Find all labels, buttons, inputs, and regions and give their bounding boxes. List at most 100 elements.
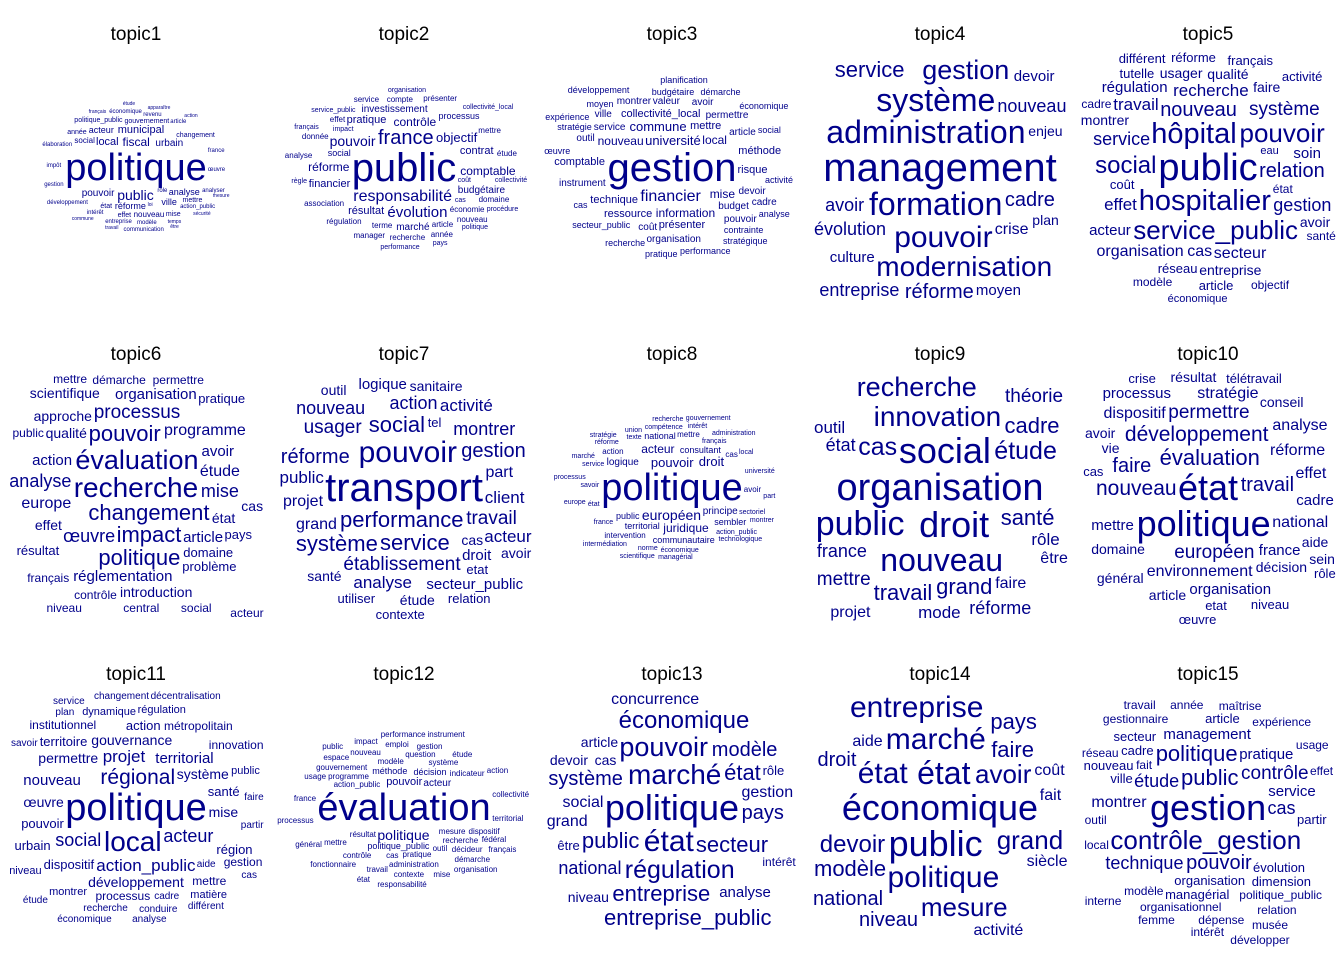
cloud-word: pratique bbox=[402, 850, 432, 860]
cloud-word: service bbox=[353, 94, 380, 104]
cloud-word: organisation bbox=[1189, 581, 1272, 599]
cloud-word: résultat bbox=[1170, 369, 1217, 386]
cloud-word: musée bbox=[1252, 917, 1289, 932]
cloud-word: nouveau bbox=[880, 542, 1004, 578]
cloud-word: question bbox=[405, 749, 436, 759]
cloud-word: national bbox=[813, 887, 884, 910]
cloud-word: cas bbox=[1267, 798, 1296, 819]
cloud-word: cas bbox=[1187, 242, 1213, 260]
cloud-word: service_public bbox=[1133, 215, 1299, 246]
cloud-word: faire bbox=[991, 737, 1034, 763]
cloud-word: grand bbox=[296, 515, 337, 533]
cloud-word: gestion bbox=[607, 146, 737, 190]
word-cloud: évaluation politique pouvoir acteur méthode p… bbox=[270, 640, 538, 960]
topic-panel: transport pouvoir performance service social… bbox=[270, 320, 538, 640]
cloud-word: mesure bbox=[212, 192, 230, 199]
cloud-word: pays bbox=[224, 526, 252, 542]
cloud-word: hôpital bbox=[1151, 117, 1237, 150]
cloud-word: mettre bbox=[677, 429, 700, 439]
cloud-word: pouvoir bbox=[619, 731, 708, 762]
cloud-word: région bbox=[216, 842, 253, 857]
cloud-word: décision bbox=[413, 766, 447, 777]
cloud-word: mettre bbox=[182, 197, 203, 204]
cloud-word: mettre bbox=[324, 837, 347, 847]
cloud-word: organisation bbox=[115, 385, 197, 403]
cloud-word: programme bbox=[328, 771, 369, 781]
cloud-word: technologique bbox=[718, 536, 763, 543]
cloud-word: introduction bbox=[120, 584, 193, 601]
cloud-word: service bbox=[593, 121, 626, 133]
cloud-word: processus bbox=[93, 401, 181, 423]
cloud-word: cadre bbox=[1121, 742, 1154, 758]
cloud-word: acteur bbox=[641, 442, 675, 457]
cloud-word: changement bbox=[88, 500, 210, 526]
cloud-word: interne bbox=[1084, 894, 1122, 909]
topic-panel: politique local régional acteur social projet… bbox=[2, 640, 270, 960]
cloud-word: réseau bbox=[1081, 745, 1119, 760]
word-cloud: politique européen pouvoir droit acteur jurid… bbox=[538, 320, 806, 640]
cloud-word: nouveau bbox=[1160, 98, 1237, 121]
cloud-word: œuvre bbox=[23, 794, 64, 810]
cloud-word: principe bbox=[702, 506, 738, 518]
cloud-word: permettre bbox=[152, 373, 204, 388]
cloud-word: nouveau bbox=[1096, 476, 1177, 500]
cloud-word: état bbox=[211, 510, 236, 527]
cloud-word: france bbox=[816, 540, 867, 561]
cloud-word: marché bbox=[628, 759, 722, 791]
cloud-word: problème bbox=[182, 559, 237, 575]
cloud-word: stratégique bbox=[723, 235, 768, 246]
cloud-word: évolution bbox=[1253, 859, 1306, 875]
cloud-word: étude bbox=[1134, 770, 1180, 791]
cloud-word: local bbox=[739, 449, 754, 456]
cloud-word: contexte bbox=[375, 607, 425, 623]
cloud-word: qualité bbox=[1207, 66, 1249, 83]
cloud-word: réforme bbox=[904, 281, 974, 304]
cloud-word: secteur bbox=[1213, 244, 1267, 262]
cloud-word: objectif bbox=[1251, 277, 1290, 292]
cloud-word: recherche bbox=[73, 472, 199, 503]
cloud-word: présenter bbox=[658, 218, 706, 231]
cloud-word: public bbox=[279, 468, 324, 488]
word-cloud: gestion financier université commune informa… bbox=[538, 0, 806, 320]
cloud-word: norme bbox=[637, 544, 658, 552]
cloud-word: avoir bbox=[975, 759, 1032, 790]
cloud-word: pays bbox=[990, 708, 1037, 734]
cloud-word: risque bbox=[737, 163, 768, 176]
cloud-word: action bbox=[32, 452, 73, 470]
cloud-word: moyen bbox=[586, 99, 614, 110]
cloud-word: état bbox=[643, 824, 694, 858]
cloud-word: état bbox=[857, 757, 908, 791]
cloud-word: entreprise bbox=[819, 280, 900, 301]
cloud-word: modèle bbox=[1124, 883, 1164, 898]
cloud-word: activité bbox=[1281, 69, 1323, 85]
cloud-word: recherche bbox=[605, 237, 646, 248]
cloud-word: effet bbox=[329, 115, 346, 125]
cloud-word: état bbox=[587, 501, 600, 509]
cloud-word: faire bbox=[244, 791, 264, 803]
cloud-word: système bbox=[1249, 99, 1320, 120]
cloud-word: télétravail bbox=[1226, 371, 1282, 387]
cloud-word: outil bbox=[814, 417, 846, 437]
cloud-word: pouvoir bbox=[1186, 851, 1252, 874]
cloud-word: cadre bbox=[1081, 97, 1112, 112]
cloud-word: gestion bbox=[223, 855, 263, 870]
cloud-word: mettre bbox=[192, 874, 227, 889]
cloud-word: projet bbox=[283, 493, 324, 511]
cloud-word: organisation bbox=[1096, 243, 1184, 261]
cloud-word: procédure bbox=[486, 206, 519, 213]
cloud-word: développement bbox=[567, 85, 630, 96]
cloud-word: emploi bbox=[385, 739, 409, 749]
cloud-word: intérêt bbox=[687, 423, 708, 431]
cloud-word: activité bbox=[439, 396, 493, 416]
cloud-word: utiliser bbox=[337, 590, 376, 606]
cloud-word: secteur bbox=[695, 832, 769, 857]
topic-panel: gestion financier université commune informa… bbox=[538, 0, 806, 320]
cloud-word: collectivité bbox=[494, 177, 528, 185]
cloud-word: mettre bbox=[816, 569, 871, 591]
cloud-word: gouvernement bbox=[316, 762, 368, 772]
cloud-word: acteur bbox=[1089, 222, 1131, 239]
cloud-word: niveau bbox=[9, 865, 42, 878]
cloud-word: performance bbox=[380, 243, 420, 251]
cloud-word: différent bbox=[1118, 51, 1166, 66]
cloud-word: mode bbox=[918, 602, 961, 622]
